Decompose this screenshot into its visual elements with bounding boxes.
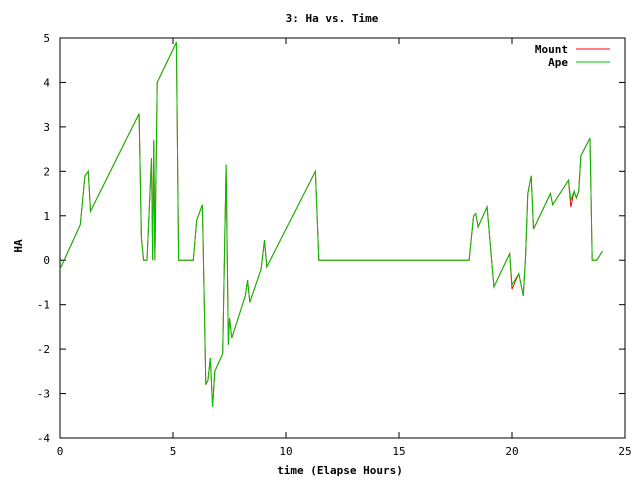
y-tick-label: -4 xyxy=(37,432,51,445)
chart-title: 3: Ha vs. Time xyxy=(286,12,379,25)
y-tick-label: 4 xyxy=(43,76,50,89)
legend-label-mount: Mount xyxy=(535,43,568,56)
x-tick-label: 15 xyxy=(392,445,405,458)
series-layer xyxy=(59,42,603,407)
series-line-ape xyxy=(59,42,603,407)
plot-area xyxy=(59,37,626,439)
legend-label-ape: Ape xyxy=(548,56,568,69)
x-tick-label: 10 xyxy=(279,445,292,458)
y-tick-label: 1 xyxy=(43,210,50,223)
y-tick-label: 0 xyxy=(43,254,50,267)
x-tick-label: 5 xyxy=(170,445,177,458)
y-tick-label: -1 xyxy=(37,299,50,312)
x-tick-label: 20 xyxy=(505,445,518,458)
x-tick-label: 0 xyxy=(57,445,64,458)
y-tick-label: 2 xyxy=(43,165,50,178)
y-tick-label: 5 xyxy=(43,32,50,45)
axis-ticks: 0 5 10 15 20 25 -4 -3 -2 -1 0 1 2 3 4 5 xyxy=(37,32,632,458)
x-axis-label: time (Elapse Hours) xyxy=(277,464,403,477)
plot-border xyxy=(59,37,626,439)
y-axis-label: HA xyxy=(12,239,25,253)
y-tick-label: -2 xyxy=(37,343,50,356)
x-tick-label: 25 xyxy=(618,445,631,458)
y-tick-label: -3 xyxy=(37,388,50,401)
y-tick-label: 3 xyxy=(43,121,50,134)
